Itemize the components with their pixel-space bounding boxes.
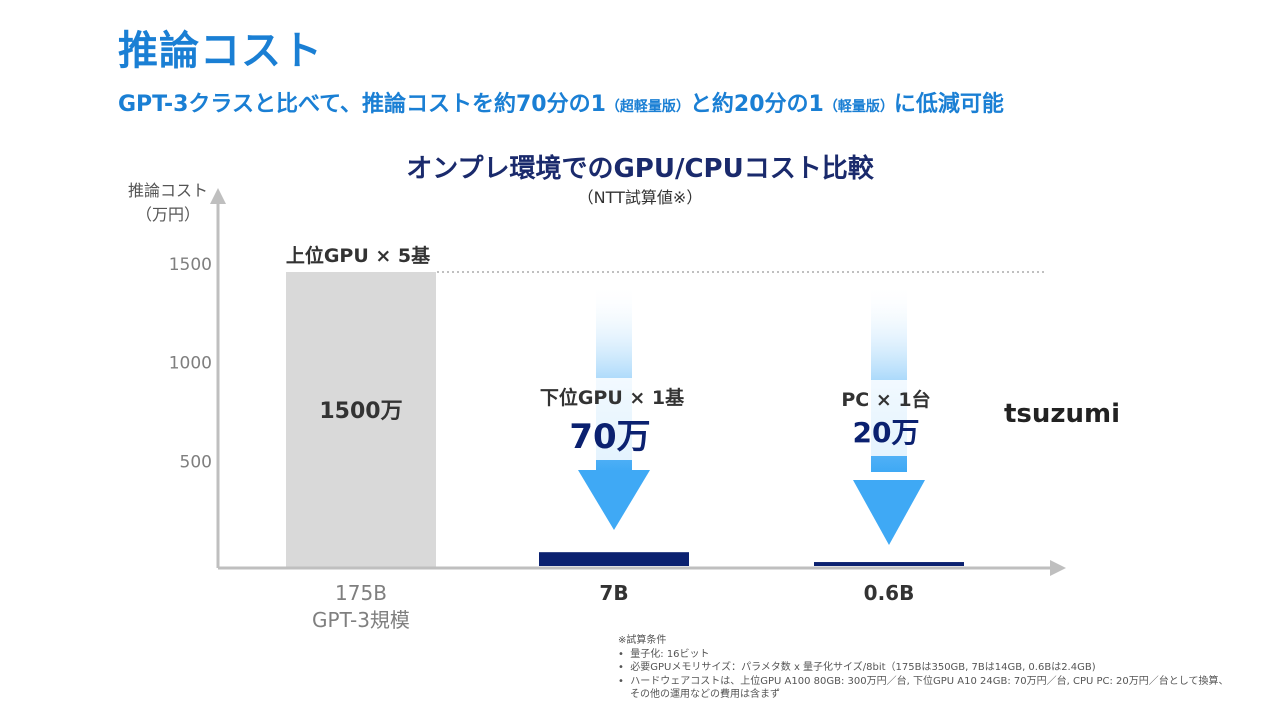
category-label-0: 175B — [335, 581, 387, 605]
labels-group: 500 1000 1500 推論コスト （万円） 175B GPT-3規模 7B 0.6B 上位G… — [128, 181, 1120, 632]
chart-subtitle: （NTT試算値※） — [577, 188, 703, 207]
category-label-0-line2: GPT-3規模 — [312, 608, 410, 632]
bar-0 — [286, 272, 436, 568]
footnote-heading: ※試算条件 — [618, 635, 667, 646]
hardware-label-1: 下位GPU × 1基 — [540, 386, 685, 409]
value-label-1: 70万 — [569, 417, 650, 457]
axes-group — [210, 188, 1066, 576]
label-panel-1 — [535, 378, 695, 460]
hardware-label-2: PC × 1台 — [841, 388, 930, 411]
y-axis-arrowhead — [210, 188, 226, 204]
chart-title: オンプレ環境でのGPU/CPUコスト比較 — [406, 154, 874, 184]
slide-title: 推論コスト — [118, 28, 323, 74]
hardware-label-0: 上位GPU × 5基 — [286, 244, 431, 267]
y-axis-title-line1: 推論コスト — [128, 181, 208, 200]
subtitle-note-ultralight: （超軽量版） — [605, 99, 690, 115]
footnote-item-hardware-cost: • ハードウェアコストは、上位GPU A100 80GB: 300万円／台, 下… — [618, 675, 1229, 701]
bar-1 — [539, 552, 689, 566]
footnote: ※試算条件 • 量子化: 16ビット • 必要GPUメモリサイズ：パラメタ数 x… — [618, 634, 1238, 702]
x-axis-arrowhead — [1050, 560, 1066, 576]
subtitle-part1: GPT-3クラスと比べて、推論コストを約70分の1 — [118, 92, 606, 117]
down-arrow-head-1 — [578, 470, 650, 530]
subtitle-part2: と約20分の1 — [689, 92, 824, 117]
category-label-2: 0.6B — [864, 581, 915, 605]
tsuzumi-label: tsuzumi — [1004, 399, 1120, 429]
category-label-1: 7B — [599, 581, 628, 605]
arrows-group — [535, 284, 980, 545]
y-tick-label-1500: 1500 — [169, 255, 212, 275]
label-panel-2 — [800, 380, 980, 456]
y-tick-label-1000: 1000 — [169, 354, 212, 374]
value-label-2: 20万 — [853, 416, 920, 449]
bar-2 — [814, 562, 964, 566]
subtitle-part3: に低減可能 — [893, 92, 1004, 117]
footnote-item-memory: • 必要GPUメモリサイズ：パラメタ数 x 量子化サイズ/8bit（175Bは3… — [618, 662, 1096, 673]
down-arrow-head-2 — [853, 480, 925, 545]
y-axis-title-line2: （万円） — [136, 205, 200, 224]
slide-subtitle: GPT-3クラスと比べて、推論コストを約70分の1（超軽量版）と約20分の1（軽… — [118, 86, 1004, 118]
subtitle-note-light: （軽量版） — [823, 99, 894, 115]
value-label-0: 1500万 — [319, 399, 402, 424]
footnote-item-quantization: • 量子化: 16ビット — [618, 648, 710, 660]
bars-group — [286, 272, 964, 568]
y-tick-label-500: 500 — [180, 452, 212, 472]
